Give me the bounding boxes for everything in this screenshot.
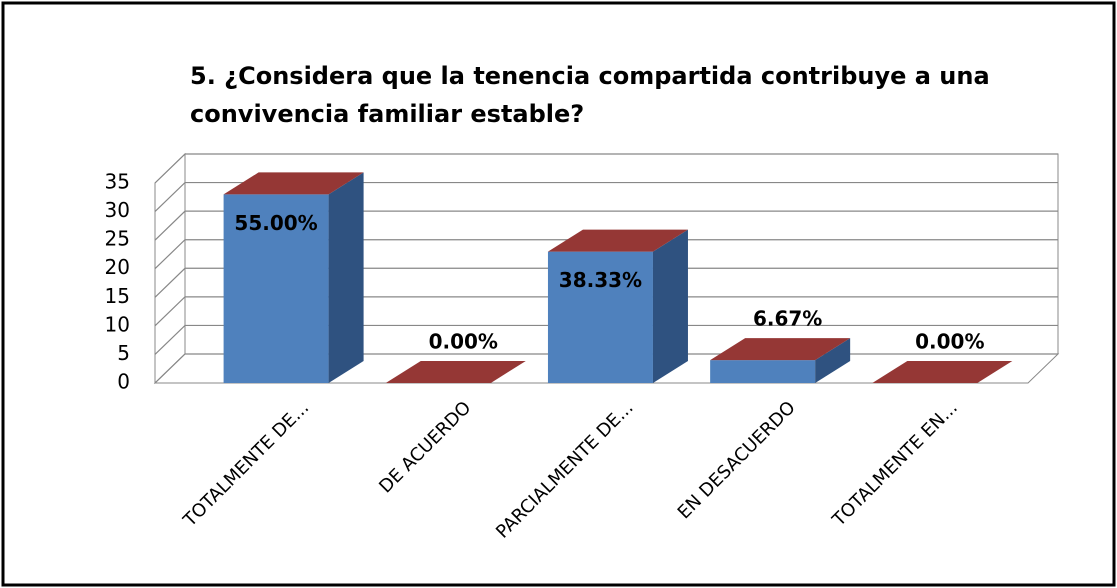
- bar-side: [328, 172, 364, 383]
- bar: [223, 172, 364, 383]
- grid-line: [154, 267, 1058, 298]
- y-tick-label: 30: [105, 198, 130, 222]
- y-tick-label: 10: [105, 312, 130, 336]
- bar-top: [547, 229, 688, 252]
- bar: [872, 361, 1013, 383]
- grid-line: [154, 239, 1058, 270]
- bar-side: [652, 229, 688, 383]
- grid-line: [154, 153, 1058, 184]
- y-tick-label: 35: [105, 170, 130, 194]
- bar-top: [710, 338, 851, 361]
- y-tick-label: 5: [117, 341, 130, 365]
- bar-front: [223, 194, 329, 383]
- y-tick-label: 0: [117, 370, 130, 394]
- value-label: 6.67%: [753, 307, 822, 331]
- side-wall: [154, 152, 186, 385]
- bar: [710, 338, 851, 383]
- value-label: 0.00%: [915, 330, 984, 354]
- bar-front: [710, 360, 816, 383]
- value-label: 55.00%: [234, 211, 317, 235]
- bar: [547, 229, 688, 383]
- chart-title: 5. ¿Considera que la tenencia compartida…: [190, 62, 990, 90]
- bar-front: [547, 251, 653, 383]
- y-tick-label: 25: [105, 227, 130, 251]
- bar-top: [223, 172, 364, 195]
- grid-line: [154, 324, 1058, 355]
- bar-side: [815, 338, 851, 383]
- bar: [385, 361, 526, 383]
- y-tick-label: 15: [105, 284, 130, 308]
- bar-top: [872, 361, 1013, 383]
- chart-title: convivencia familiar estable?: [190, 100, 584, 128]
- grid-line: [154, 296, 1058, 327]
- grid-line: [154, 210, 1058, 241]
- grid-line: [154, 181, 1058, 213]
- value-label: 0.00%: [429, 330, 498, 354]
- value-label: 38.33%: [559, 268, 642, 292]
- y-tick-label: 20: [105, 255, 130, 279]
- bar-top: [385, 361, 526, 383]
